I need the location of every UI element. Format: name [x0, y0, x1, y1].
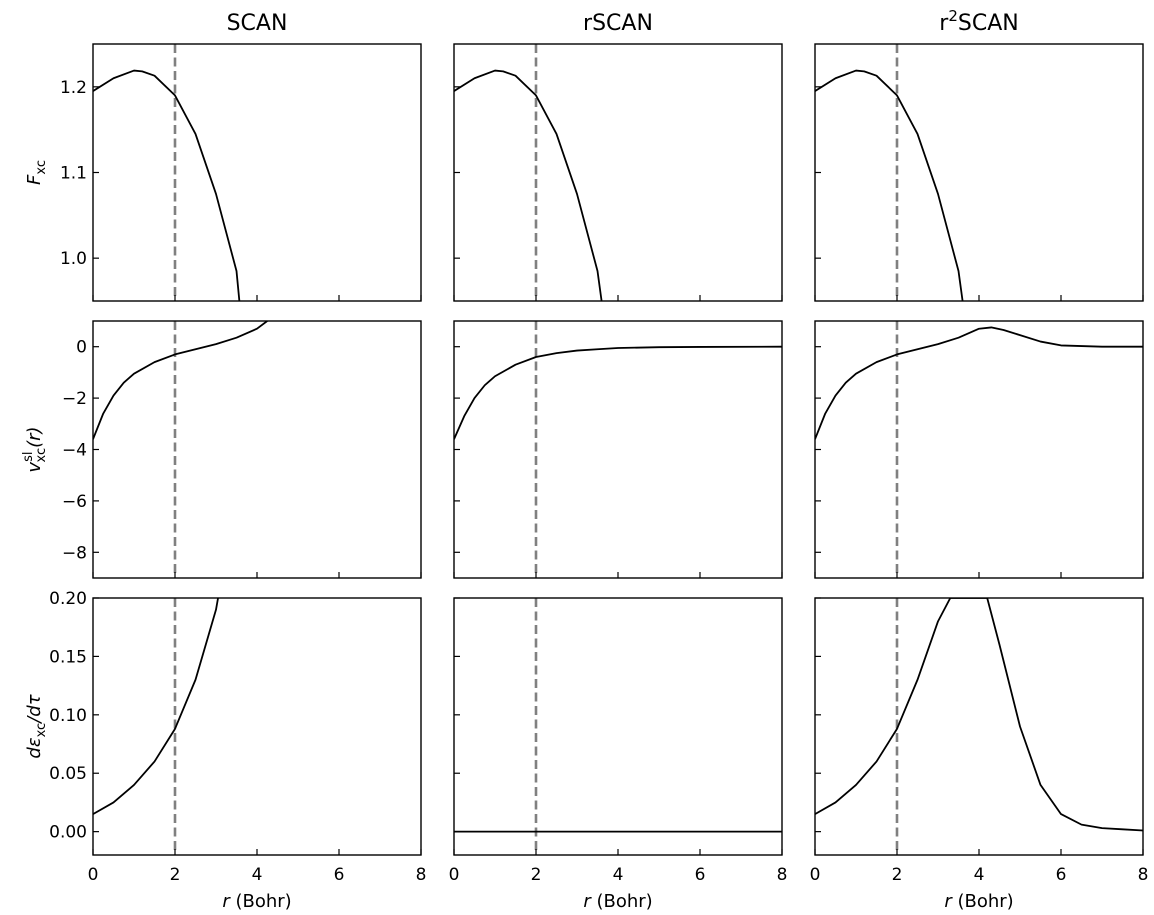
x-tick-label: 0 [810, 865, 821, 885]
panel-r2-c0: 0 2 4 6 8 0.00 0.05 0.10 0.15 0.20 [49, 589, 426, 885]
y-tick-label: 0.15 [49, 647, 87, 667]
y-tick-label: 1.0 [60, 249, 87, 269]
data-curve [93, 69, 241, 301]
panel-r1-c2 [814, 320, 1144, 579]
data-curve [815, 69, 964, 301]
x-tick-label: 4 [613, 865, 624, 885]
x-tick-label: 2 [892, 865, 903, 885]
data-curve [454, 69, 603, 301]
x-tick-label: 6 [1056, 865, 1067, 885]
x-tick-label: 0 [88, 865, 99, 885]
axes-frame [814, 597, 1144, 856]
x-tick-label: 4 [974, 865, 985, 885]
column-title: r2SCAN [939, 7, 1018, 36]
y-axis-label-vxc: vslxc(r) [21, 426, 49, 472]
x-axis-label: r (Bohr) [222, 891, 291, 912]
x-axis-label: r (Bohr) [583, 891, 652, 912]
y-tick-label: 0.20 [49, 589, 87, 609]
y-tick-label: −4 [62, 441, 87, 461]
y-tick-label: 0 [76, 338, 87, 358]
y-tick-label: −8 [62, 543, 87, 563]
x-axis-label: r (Bohr) [944, 891, 1013, 912]
data-curve [454, 345, 782, 440]
y-tick-label: −6 [62, 492, 87, 512]
x-tick-label: 8 [416, 865, 427, 885]
x-tick-label: 8 [1138, 865, 1149, 885]
axes-frame [453, 320, 783, 579]
x-tick-label: 6 [334, 865, 345, 885]
axes-frame [92, 597, 422, 856]
y-tick-label: 0.05 [49, 764, 87, 784]
x-tick-label: 6 [695, 865, 706, 885]
axes-frame [92, 320, 422, 579]
column-title: rSCAN [583, 11, 653, 36]
y-tick-label: 1.1 [60, 164, 87, 184]
x-tick-label: 8 [777, 865, 788, 885]
axes-frame [453, 597, 783, 856]
y-tick-label: −2 [62, 389, 87, 409]
x-tick-label: 4 [252, 865, 263, 885]
column-title: SCAN [227, 11, 288, 36]
data-curve [815, 598, 1143, 832]
panel-r2-c2: 0 2 4 6 8 [810, 597, 1149, 885]
x-tick-label: 2 [170, 865, 181, 885]
axes-frame [92, 43, 422, 302]
panel-r0-c1 [453, 43, 783, 302]
axes-frame [814, 43, 1144, 302]
x-tick-label: 0 [449, 865, 460, 885]
panel-r1-c0: 0 −2 −4 −6 −8 [62, 320, 422, 579]
panel-r2-c1: 0 2 4 6 8 [449, 597, 788, 885]
data-curve [93, 321, 268, 440]
y-tick-label: 1.2 [60, 78, 87, 98]
data-curve [815, 326, 1143, 440]
y-tick-label: 0.00 [49, 823, 87, 843]
y-axis-label-fxc: Fxc [24, 160, 49, 185]
y-tick-label: 0.10 [49, 706, 87, 726]
data-curve [93, 598, 219, 815]
panel-r0-c0: 1.0 1.1 1.2 [60, 43, 422, 302]
y-axis-label-deps: dεxc/dτ [24, 694, 49, 758]
axes-frame [453, 43, 783, 302]
panel-r1-c1 [453, 320, 783, 579]
x-tick-label: 2 [531, 865, 542, 885]
panel-r0-c2 [814, 43, 1144, 302]
axes-frame [814, 320, 1144, 579]
